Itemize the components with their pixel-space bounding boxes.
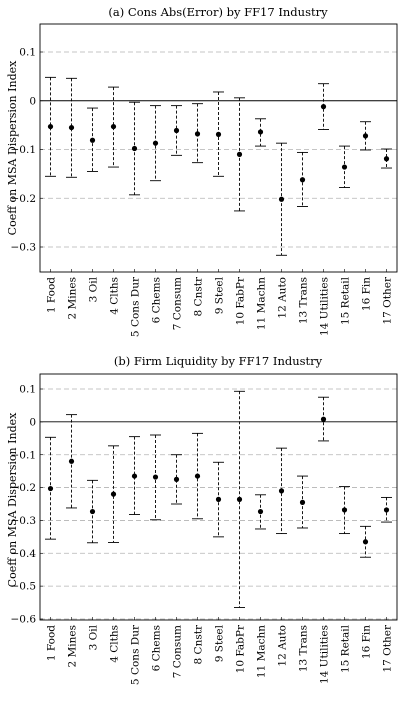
ytick-label-b-2: −0.1	[11, 449, 37, 461]
category-label-a-15: 15 Retail	[339, 276, 351, 325]
category-label-a-2: 2 Mines	[66, 277, 78, 320]
point-b-13	[299, 499, 306, 505]
category-label-a-6: 6 Chems	[150, 277, 162, 323]
category-label-a-10: 10 FabPr	[234, 276, 246, 325]
point-a-4	[110, 123, 117, 130]
point-b-11	[257, 508, 264, 515]
category-label-b-14: 14 Utilities	[318, 625, 330, 684]
point-a-10	[236, 151, 243, 157]
panel-b-title: (b) Firm Liquidity by FF17 Industry	[114, 354, 323, 368]
category-label-b-13: 13 Trans	[297, 625, 309, 672]
category-label-a-14: 14 Utilities	[318, 277, 330, 336]
category-label-b-7: 7 Consum	[171, 625, 183, 678]
point-a-16	[362, 133, 369, 139]
category-label-a-11: 11 Machn	[255, 277, 267, 330]
category-label-a-13: 13 Trans	[297, 277, 309, 324]
point-a-7	[173, 127, 180, 134]
category-label-b-6: 6 Chems	[150, 625, 162, 671]
category-label-a-16: 16 Fin	[360, 277, 372, 311]
ytick-label-b-5: −0.4	[11, 548, 37, 560]
point-a-11	[257, 129, 264, 135]
ytick-label-a-3: −0.2	[11, 193, 37, 205]
point-b-6	[152, 474, 159, 480]
panel-b-ylabel: Coeff on MSA Dispersion Index	[6, 412, 19, 587]
point-a-9	[215, 131, 222, 137]
category-label-a-5: 5 Cons Dur	[129, 276, 141, 337]
point-a-13	[299, 177, 306, 183]
category-label-b-3: 3 Oil	[87, 624, 99, 650]
point-a-12	[278, 196, 285, 202]
point-a-17	[383, 156, 390, 162]
category-label-b-12: 12 Auto	[276, 625, 288, 667]
category-label-b-2: 2 Mines	[66, 625, 78, 668]
point-a-15	[341, 164, 348, 170]
category-label-a-4: 4 Clths	[108, 277, 120, 315]
panel-a-ylabel: Coeff on MSA Dispersion Index	[6, 60, 19, 235]
point-b-14	[320, 416, 327, 422]
plot-frame-b	[39, 373, 398, 621]
category-label-b-1: 1 Food	[45, 625, 57, 661]
ytick-label-b-7: −0.6	[11, 614, 37, 626]
category-label-b-16: 16 Fin	[360, 625, 372, 659]
point-b-10	[236, 496, 243, 502]
point-b-12	[278, 488, 285, 494]
ytick-label-b-4: −0.3	[11, 515, 37, 527]
point-b-1	[47, 485, 54, 492]
point-a-1	[47, 123, 54, 130]
category-label-a-9: 9 Steel	[213, 276, 225, 314]
point-a-2	[68, 124, 75, 131]
ytick-label-a-1: 0	[29, 95, 36, 107]
panel-b: 0.1 0 −0.1 −0.2 −0.3 −0.4 −0.5 −0.6 1 Food 2 Mine…	[11, 373, 398, 685]
ytick-label-b-0: 0.1	[19, 384, 36, 396]
category-label-b-5: 5 Cons Dur	[129, 624, 141, 685]
ytick-label-b-3: −0.2	[11, 482, 37, 494]
point-a-5	[131, 145, 138, 152]
category-label-b-8: 8 Cnstr	[192, 624, 204, 664]
point-b-9	[215, 496, 222, 502]
category-label-a-17: 17 Other	[381, 276, 393, 325]
point-b-16	[362, 539, 369, 545]
category-label-b-9: 9 Steel	[213, 624, 225, 662]
category-label-a-3: 3 Oil	[87, 276, 99, 302]
category-label-b-15: 15 Retail	[339, 624, 351, 673]
ytick-label-b-1: 0	[29, 416, 36, 428]
point-a-8	[194, 131, 201, 137]
category-label-a-8: 8 Cnstr	[192, 276, 204, 316]
category-label-a-7: 7 Consum	[171, 277, 183, 330]
category-label-b-11: 11 Machn	[255, 625, 267, 678]
ytick-label-a-2: −0.1	[11, 144, 37, 156]
ytick-label-b-6: −0.5	[11, 581, 37, 593]
point-a-3	[89, 137, 96, 143]
category-label-b-4: 4 Clths	[108, 625, 120, 663]
category-label-b-10: 10 FabPr	[234, 624, 246, 673]
category-label-a-1: 1 Food	[45, 277, 57, 313]
ytick-label-a-4: −0.3	[11, 242, 37, 254]
ytick-label-a-0: 0.1	[19, 47, 36, 59]
point-a-14	[320, 104, 327, 110]
point-b-3	[89, 508, 96, 515]
category-label-a-12: 12 Auto	[276, 277, 288, 319]
panel-a-title: (a) Cons Abs(Error) by FF17 Industry	[108, 5, 328, 19]
point-b-2	[68, 458, 75, 464]
point-b-4	[110, 491, 117, 497]
point-b-17	[383, 507, 390, 513]
point-b-5	[131, 473, 138, 479]
plot-frame-a	[39, 23, 398, 273]
point-b-15	[341, 507, 348, 513]
category-label-b-17: 17 Other	[381, 624, 393, 673]
point-b-7	[173, 476, 180, 482]
point-b-8	[194, 473, 201, 479]
point-a-6	[152, 140, 159, 146]
panel-a: 0.1 0 −0.1 −0.2 −0.3 1 Food 2 Mines 3 Oil 4 Clth…	[11, 23, 398, 337]
